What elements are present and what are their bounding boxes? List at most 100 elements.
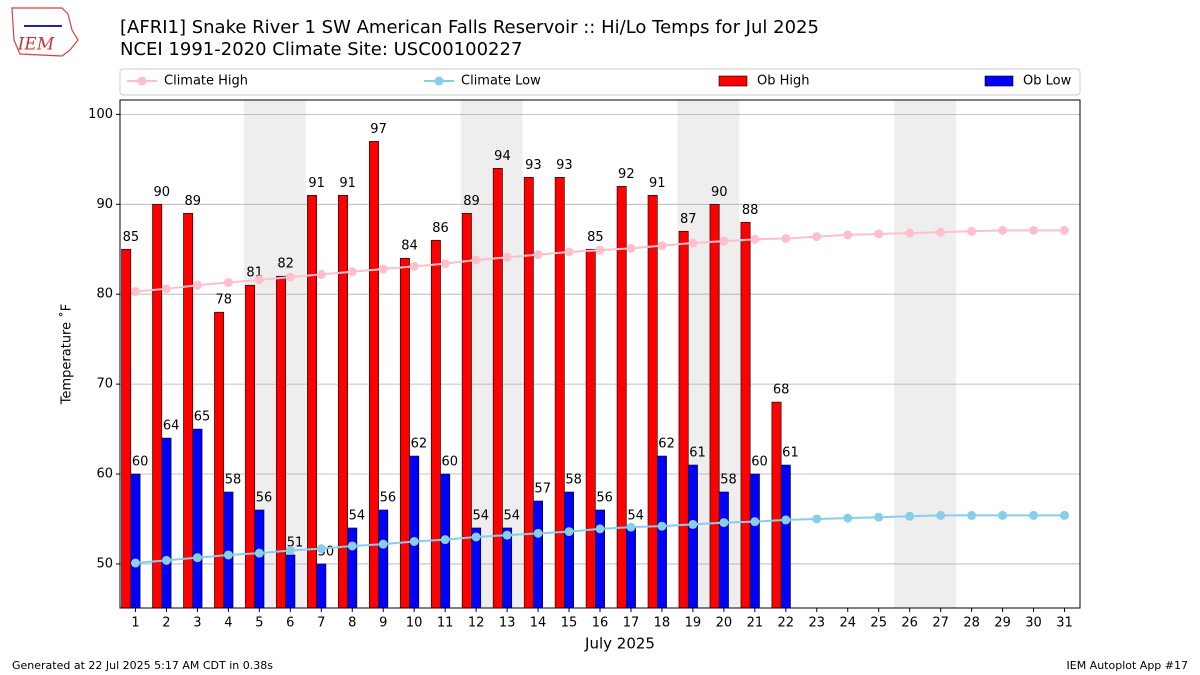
x-tick-label: 1	[131, 616, 139, 631]
footer-left: Generated at 22 Jul 2025 5:17 AM CDT in …	[12, 659, 273, 672]
x-tick-label: 10	[406, 616, 423, 631]
data-label: 61	[689, 446, 706, 461]
footer-right: IEM Autoplot App #17	[1067, 659, 1189, 672]
x-tick-label: 7	[317, 616, 325, 631]
line-marker	[316, 544, 326, 554]
data-label: 85	[587, 230, 604, 245]
data-label: 90	[154, 185, 171, 200]
bar	[678, 230, 689, 609]
bar	[564, 491, 574, 609]
data-label: 89	[463, 194, 480, 209]
line-marker	[533, 250, 543, 260]
data-label: 87	[680, 212, 697, 227]
line-marker	[967, 510, 977, 520]
bar	[192, 428, 203, 609]
legend-label: Ob High	[757, 74, 810, 89]
line-marker	[967, 226, 977, 236]
data-label: 90	[711, 185, 728, 200]
data-label: 57	[534, 482, 551, 497]
line-marker	[347, 541, 357, 551]
data-label: 97	[370, 122, 387, 137]
line-marker	[130, 287, 140, 297]
data-label: 78	[215, 293, 232, 308]
bar	[161, 437, 172, 609]
data-label: 85	[123, 230, 140, 245]
x-tick-label: 5	[255, 616, 263, 631]
bar	[554, 177, 565, 609]
bar	[647, 195, 658, 609]
line-marker	[595, 524, 605, 534]
bar	[585, 248, 596, 609]
bar	[771, 401, 782, 609]
bar	[409, 455, 420, 609]
x-tick-label: 17	[623, 616, 640, 631]
bar	[316, 563, 327, 609]
line-marker	[378, 539, 388, 549]
data-label: 84	[401, 239, 418, 254]
line-marker	[781, 515, 791, 525]
bar	[245, 284, 256, 609]
line-marker	[440, 535, 450, 545]
logo: IEM	[11, 7, 79, 57]
line-marker	[750, 517, 760, 527]
line-marker	[285, 272, 295, 282]
line-marker	[502, 530, 512, 540]
data-label: 58	[565, 473, 582, 488]
y-axis-label: Temperature ˚F	[59, 304, 75, 405]
legend-label: Climate High	[164, 74, 248, 89]
line-marker	[719, 236, 729, 246]
data-label: 68	[773, 383, 790, 398]
line-marker	[626, 522, 636, 532]
line-marker	[843, 513, 853, 523]
line-marker	[688, 519, 698, 529]
bar	[749, 473, 760, 609]
data-label: 86	[432, 221, 449, 236]
bar	[183, 212, 194, 609]
line-marker	[223, 278, 233, 288]
line-marker	[719, 518, 729, 528]
line-marker	[285, 545, 295, 555]
x-tick-label: 31	[1056, 616, 1073, 631]
line-marker	[440, 259, 450, 269]
x-tick-label: 8	[348, 616, 356, 631]
line-marker	[1060, 225, 1070, 235]
line-marker	[657, 241, 667, 251]
weekend-shade	[894, 100, 957, 608]
x-tick-label: 24	[839, 616, 856, 631]
bar	[368, 141, 379, 609]
line-marker	[998, 510, 1008, 520]
data-label: 91	[649, 176, 666, 191]
line-marker	[812, 232, 822, 242]
data-label: 58	[720, 473, 737, 488]
data-label: 91	[339, 176, 356, 191]
x-tick-label: 20	[716, 616, 733, 631]
line-marker	[192, 280, 202, 290]
line-marker	[936, 510, 946, 520]
line-marker	[905, 511, 915, 521]
data-label: 54	[473, 508, 490, 523]
bar	[347, 527, 358, 609]
chart-subtitle: NCEI 1991-2020 Climate Site: USC00100227	[120, 39, 522, 60]
line-marker	[595, 245, 605, 255]
y-tick-label: 90	[96, 197, 113, 212]
data-label: 56	[256, 490, 273, 505]
data-label: 93	[525, 158, 542, 173]
line-marker	[409, 536, 419, 546]
x-tick-label: 12	[468, 616, 485, 631]
line-marker	[1060, 510, 1070, 520]
bar	[399, 257, 410, 609]
bar	[656, 455, 667, 609]
data-label: 54	[349, 508, 366, 523]
x-tick-label: 22	[778, 616, 795, 631]
bar	[492, 168, 503, 609]
data-label: 62	[411, 437, 428, 452]
legend-label: Ob Low	[1023, 74, 1072, 89]
x-tick-label: 15	[561, 616, 578, 631]
bar	[718, 491, 729, 609]
line-marker	[130, 558, 140, 568]
line-marker	[781, 233, 791, 243]
line-marker	[161, 555, 171, 565]
data-label: 60	[442, 455, 459, 470]
